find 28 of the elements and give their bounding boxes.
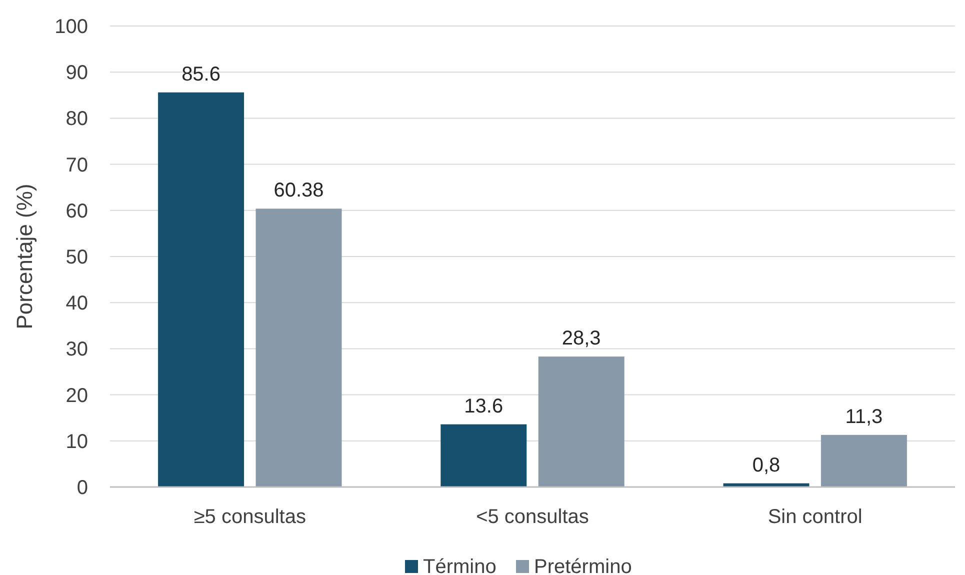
y-tick-label: 10 (66, 430, 88, 453)
y-tick-label: 90 (66, 62, 88, 84)
data-label: 85.6 (182, 63, 221, 86)
bar (256, 208, 342, 487)
y-tick-label: 60 (66, 200, 88, 222)
bar (158, 92, 244, 487)
y-tick-label: 20 (66, 384, 88, 407)
bar (440, 424, 527, 487)
bar (820, 434, 907, 487)
y-tick-label: 70 (66, 154, 88, 176)
y-tick-label: 80 (66, 108, 88, 130)
y-tick-label: 40 (66, 292, 88, 315)
bar (538, 356, 624, 487)
y-tick-label: 100 (54, 16, 88, 38)
legend-label: Pretérmino (534, 556, 632, 575)
x-tick-label: ≥5 consultas (194, 506, 306, 528)
y-tick-label: 30 (66, 338, 88, 361)
data-label: 11,3 (845, 406, 883, 428)
x-tick-label: <5 consultas (476, 506, 589, 528)
data-label: 28,3 (562, 328, 601, 350)
legend-label: Término (423, 556, 496, 575)
y-axis-title: Porcentaje (%) (12, 184, 37, 330)
data-label: 0,8 (752, 454, 780, 476)
x-tick-label: Sin control (768, 506, 862, 528)
data-label: 13.6 (464, 395, 504, 418)
data-label: 60.38 (274, 180, 324, 202)
y-tick-label: 50 (66, 246, 88, 268)
y-tick-label: 0 (76, 477, 88, 499)
